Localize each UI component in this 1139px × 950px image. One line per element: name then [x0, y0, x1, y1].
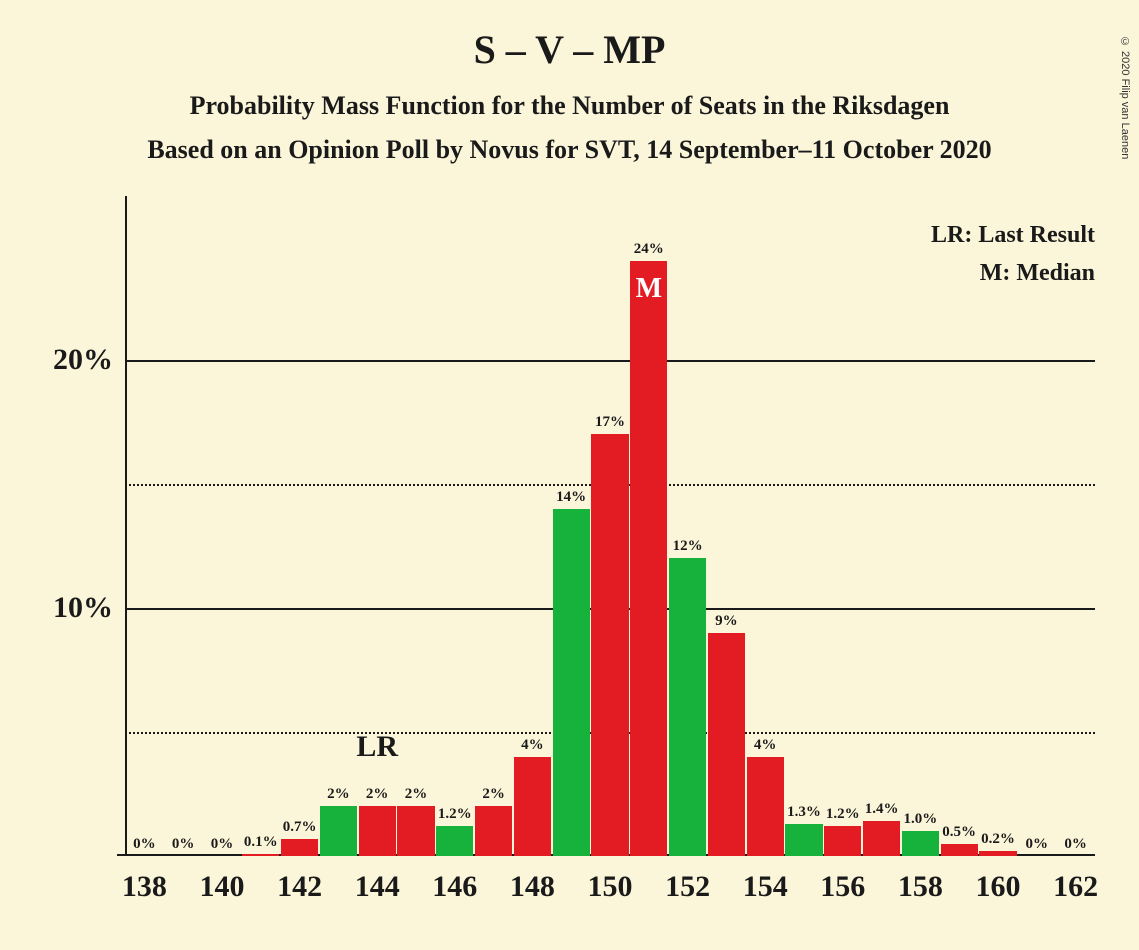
bar: 12%	[669, 558, 706, 856]
bar-value-label: 9%	[715, 613, 738, 630]
bar-value-label: 12%	[673, 538, 703, 555]
x-tick-label: 154	[743, 870, 788, 904]
plot-area: LR: Last Result M: Median 10%20%0%0%0%0.…	[125, 236, 1095, 856]
copyright-text: © 2020 Filip van Laenen	[1119, 36, 1131, 159]
bar: 1.0%	[902, 831, 939, 856]
bar: 1.4%	[863, 821, 900, 856]
bar: 14%	[553, 509, 590, 856]
y-axis-line	[125, 196, 127, 856]
legend-lr: LR: Last Result	[931, 216, 1095, 254]
y-tick-label: 20%	[53, 343, 113, 377]
y-tick-label: 10%	[53, 591, 113, 625]
legend: LR: Last Result M: Median	[931, 216, 1095, 293]
x-tick-label: 142	[277, 870, 322, 904]
bar-value-label: 2%	[405, 786, 428, 803]
x-tick-label: 150	[588, 870, 633, 904]
chart-container: © 2020 Filip van Laenen S – V – MP Proba…	[0, 26, 1139, 950]
x-tick-label: 148	[510, 870, 555, 904]
chart-subtitle-2: Based on an Opinion Poll by Novus for SV…	[0, 135, 1139, 165]
legend-m: M: Median	[931, 254, 1095, 292]
bar-value-label: 0%	[1026, 836, 1049, 853]
bar: 1.2%	[436, 826, 473, 856]
x-tick-label: 146	[432, 870, 477, 904]
bar: 1.2%	[824, 826, 861, 856]
x-tick-label: 144	[355, 870, 400, 904]
bar-value-label: 14%	[556, 489, 586, 506]
x-tick-label: 156	[820, 870, 865, 904]
bar-value-label: 0%	[211, 836, 234, 853]
chart-subtitle-1: Probability Mass Function for the Number…	[0, 91, 1139, 121]
bar: 0.1%	[242, 854, 279, 856]
bar-value-label: 0%	[1064, 836, 1087, 853]
bar: 9%	[708, 633, 745, 856]
bar: 24%M	[630, 261, 667, 856]
x-tick-label: 138	[122, 870, 167, 904]
bar-value-label: 17%	[595, 414, 625, 431]
bar-value-label: 0.2%	[981, 831, 1015, 848]
x-tick-label: 158	[898, 870, 943, 904]
gridline	[125, 360, 1095, 362]
lr-marker: LR	[356, 730, 398, 764]
bar-value-label: 1.3%	[787, 804, 821, 821]
bar: 0.5%	[941, 844, 978, 856]
bar-value-label: 4%	[754, 737, 777, 754]
bar: 0.7%	[281, 839, 318, 856]
bar-value-label: 0.7%	[283, 819, 317, 836]
bar-value-label: 4%	[521, 737, 544, 754]
bar: 17%	[591, 434, 628, 856]
bar: 2%	[397, 806, 434, 856]
bar-value-label: 0.5%	[942, 824, 976, 841]
bar: 4%	[747, 757, 784, 856]
bar-value-label: 1.0%	[904, 811, 938, 828]
bar-value-label: 1.2%	[438, 806, 472, 823]
median-marker: M	[636, 273, 662, 305]
bar-value-label: 0%	[172, 836, 195, 853]
x-tick-label: 152	[665, 870, 710, 904]
bar-value-label: 2%	[366, 786, 389, 803]
bar-value-label: 1.2%	[826, 806, 860, 823]
x-tick-label: 140	[200, 870, 245, 904]
bar: 2%	[359, 806, 396, 856]
x-tick-label: 160	[976, 870, 1021, 904]
bar-value-label: 0.1%	[244, 834, 278, 851]
bar-value-label: 0%	[133, 836, 156, 853]
bar-value-label: 1.4%	[865, 801, 899, 818]
bar: 4%	[514, 757, 551, 856]
x-tick-label: 162	[1053, 870, 1098, 904]
bar-value-label: 2%	[327, 786, 350, 803]
bar: 2%	[475, 806, 512, 856]
bar: 2%	[320, 806, 357, 856]
chart-title: S – V – MP	[0, 26, 1139, 73]
bar-value-label: 24%	[634, 241, 664, 258]
bar: 0.2%	[979, 851, 1016, 856]
bar: 1.3%	[785, 824, 822, 856]
bar-value-label: 2%	[482, 786, 505, 803]
